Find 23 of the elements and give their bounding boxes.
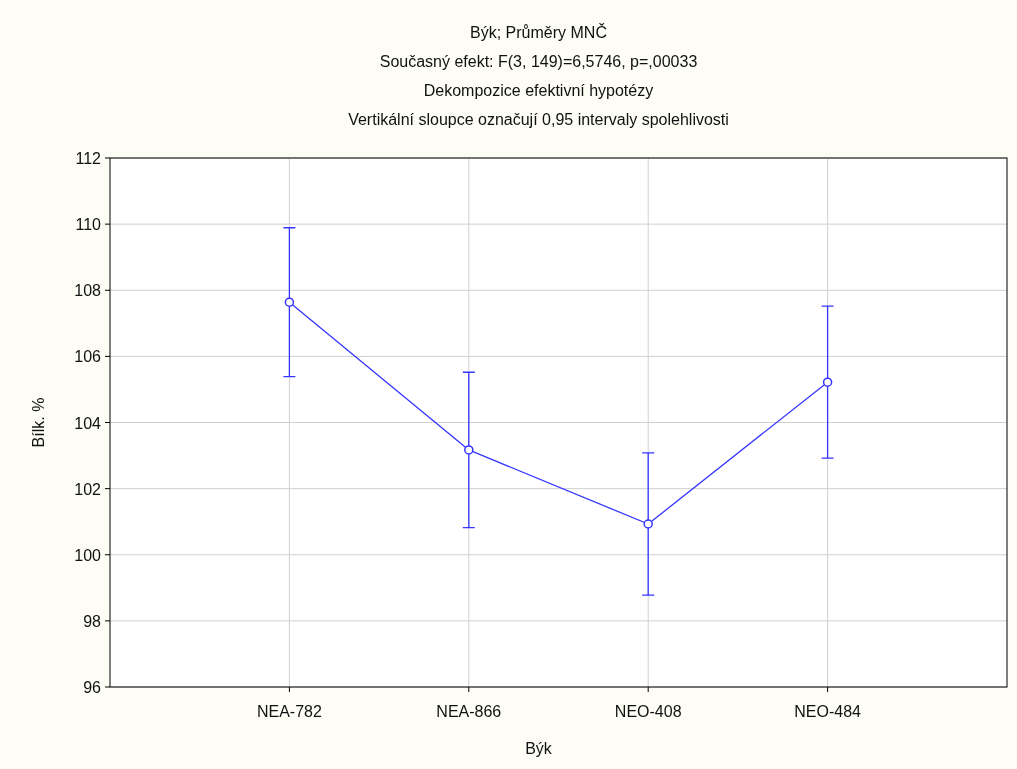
y-tick-label: 108 — [74, 282, 102, 300]
y-axis-title: Bílk. % — [30, 397, 47, 448]
chart-subtitle: Současný efekt: F(3, 149)=6,5746, p=,00033 — [379, 53, 698, 70]
point — [643, 519, 653, 529]
point — [464, 445, 474, 455]
y-tick-label: 112 — [75, 150, 102, 167]
point — [822, 377, 833, 387]
x-tick-label: NEO-408 — [614, 703, 682, 720]
y-tick-label: 104 — [74, 414, 102, 432]
text: Dekompozice efektivní hypotézy — [423, 82, 654, 99]
text: Vertikální sloupce označují 0,95 intervaly spolehlivosti — [348, 111, 729, 128]
y-tick-label: 102 — [74, 480, 102, 498]
chart-title: Býk; Průměry MNČ — [470, 23, 607, 41]
x-tick-label: NEO-484 — [794, 703, 862, 720]
y-tick-label: 100 — [74, 546, 102, 564]
y-tick-label: 96 — [83, 679, 102, 696]
point — [284, 297, 295, 307]
y-tick-label: 110 — [75, 216, 102, 234]
y-tick-label: 98 — [83, 612, 102, 630]
x-tick-label: NEA-866 — [436, 703, 502, 720]
x-axis-title: Býk — [525, 740, 553, 757]
y-tick-label: 106 — [74, 348, 102, 366]
x-tick-label: NEA-782 — [256, 703, 322, 720]
